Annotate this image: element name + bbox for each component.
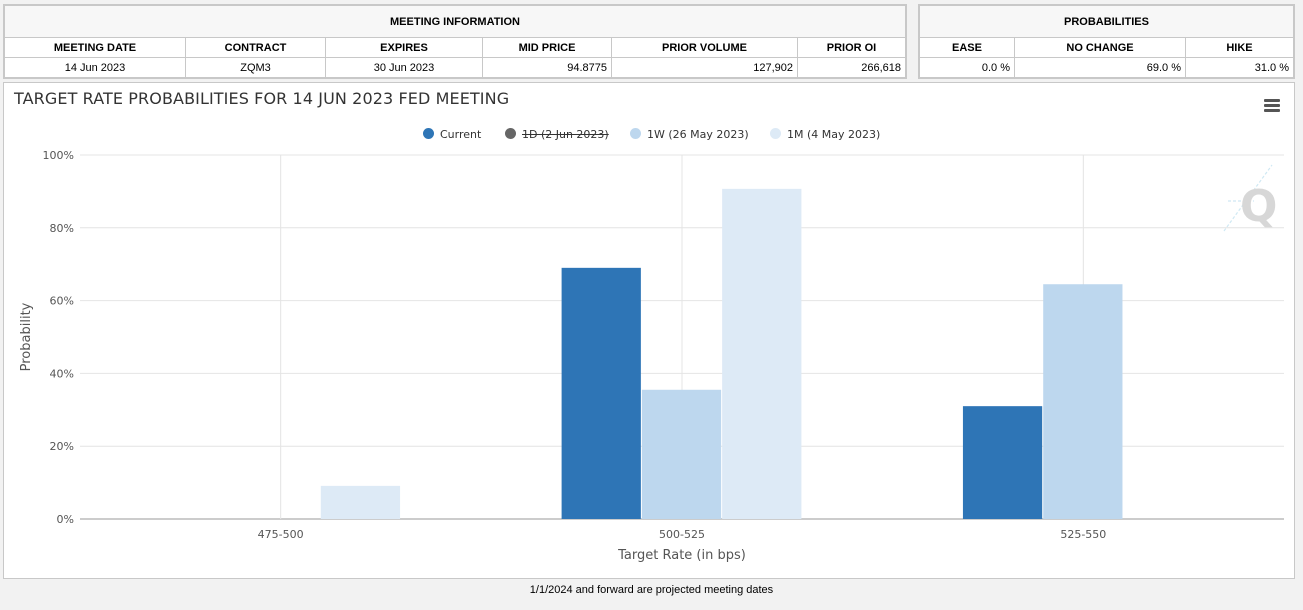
- col-no-change: NO CHANGE: [1014, 37, 1186, 58]
- cell-expires: 30 Jun 2023: [325, 57, 483, 78]
- meeting-info-table: MEETING INFORMATION MEETING DATE CONTRAC…: [4, 5, 906, 78]
- cell-contract: ZQM3: [185, 57, 326, 78]
- table-row: 0.0 % 69.0 % 31.0 %: [919, 57, 1294, 78]
- cell-ease: 0.0 %: [919, 57, 1015, 78]
- rate-probability-chart: 0% 20% 40% 60% 80% 100% 475-500 500-525 525-550 T…: [19, 149, 1284, 563]
- q-watermark-icon: Q: [1223, 164, 1277, 232]
- meeting-info-header: MEETING INFORMATION: [4, 5, 906, 38]
- legend-item-current[interactable]: Current: [423, 128, 481, 141]
- y-tick-label: 0%: [57, 513, 74, 526]
- bar: [641, 389, 722, 519]
- meeting-info-panel: MEETING INFORMATION MEETING DATE CONTRAC…: [3, 4, 907, 79]
- legend-label: 1D (2 Jun 2023): [522, 128, 609, 141]
- cell-prior-volume: 127,902: [611, 57, 798, 78]
- chart-axes: 0% 20% 40% 60% 80% 100% 475-500 500-525 525-550 T…: [19, 149, 1106, 563]
- chart-legend: Current 1D (2 Jun 2023) 1W (26 May 2023)…: [4, 128, 1294, 144]
- probabilities-header: PROBABILITIES: [919, 5, 1294, 38]
- legend-label: 1W (26 May 2023): [647, 128, 749, 141]
- col-ease: EASE: [919, 37, 1015, 58]
- svg-text:Q: Q: [1240, 181, 1277, 232]
- legend-item-1d[interactable]: 1D (2 Jun 2023): [505, 128, 609, 141]
- legend-dot: [630, 128, 641, 139]
- bar: [561, 267, 641, 519]
- legend-item-1w[interactable]: 1W (26 May 2023): [630, 128, 749, 141]
- chart-panel: 0% 20% 40% 60% 80% 100% 475-500 500-525 525-550 T…: [3, 82, 1295, 579]
- y-tick-label: 80%: [50, 222, 74, 235]
- y-tick-label: 100%: [43, 149, 74, 162]
- y-tick-label: 60%: [50, 295, 74, 308]
- bar: [722, 188, 802, 519]
- cell-no-change: 69.0 %: [1014, 57, 1186, 78]
- cell-hike: 31.0 %: [1185, 57, 1294, 78]
- chart-bars: [320, 188, 1123, 519]
- col-hike: HIKE: [1185, 37, 1294, 58]
- col-expires: EXPIRES: [325, 37, 483, 58]
- table-row: 14 Jun 2023 ZQM3 30 Jun 2023 94.8775 127…: [4, 57, 906, 78]
- col-meeting-date: MEETING DATE: [4, 37, 186, 58]
- col-contract: CONTRACT: [185, 37, 326, 58]
- footer-note: 1/1/2024 and forward are projected meeti…: [529, 584, 774, 596]
- cell-mid-price: 94.8775: [482, 57, 612, 78]
- x-axis-title: Target Rate (in bps): [617, 548, 746, 563]
- legend-item-1m[interactable]: 1M (4 May 2023): [770, 128, 880, 141]
- col-mid-price: MID PRICE: [482, 37, 612, 58]
- bar: [320, 485, 401, 519]
- chart-title: TARGET RATE PROBABILITIES FOR 14 JUN 202…: [14, 89, 510, 108]
- cell-prior-oi: 266,618: [797, 57, 906, 78]
- x-tick-label: 525-550: [1060, 528, 1106, 541]
- y-axis-title: Probability: [19, 302, 34, 371]
- legend-dot: [505, 128, 516, 139]
- legend-dot: [423, 128, 434, 139]
- x-tick-label: 500-525: [659, 528, 705, 541]
- cell-meeting-date: 14 Jun 2023: [4, 57, 186, 78]
- col-prior-oi: PRIOR OI: [797, 37, 906, 58]
- probabilities-panel: PROBABILITIES EASE NO CHANGE HIKE 0.0 % …: [918, 4, 1295, 79]
- y-tick-label: 40%: [50, 367, 74, 380]
- legend-dot: [770, 128, 781, 139]
- hamburger-menu-icon[interactable]: [1264, 99, 1280, 113]
- bar: [1043, 284, 1123, 519]
- y-tick-label: 20%: [50, 440, 74, 453]
- bar: [962, 406, 1043, 519]
- col-prior-volume: PRIOR VOLUME: [611, 37, 798, 58]
- legend-label: 1M (4 May 2023): [787, 128, 881, 141]
- probabilities-table: PROBABILITIES EASE NO CHANGE HIKE 0.0 % …: [919, 5, 1294, 78]
- legend-label: Current: [440, 128, 482, 141]
- x-tick-label: 475-500: [258, 528, 304, 541]
